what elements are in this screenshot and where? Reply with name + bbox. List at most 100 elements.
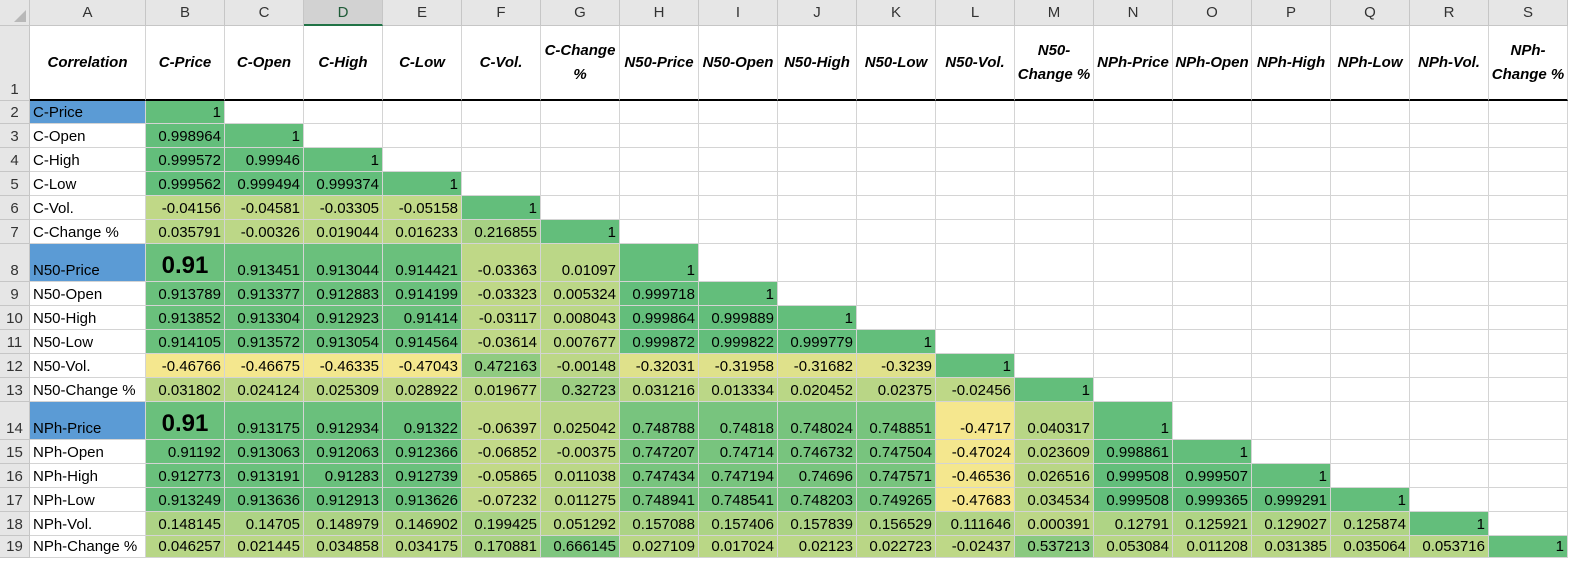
correlation-cell[interactable]: -0.32031 [620,354,699,378]
column-header-d[interactable]: D [304,0,383,26]
correlation-cell[interactable]: 1 [225,124,304,148]
empty-cell[interactable] [699,124,778,148]
row-header-8[interactable]: 8 [0,244,30,282]
correlation-cell[interactable]: 0.999822 [699,330,778,354]
empty-cell[interactable] [1410,306,1489,330]
correlation-cell[interactable]: 0.913572 [225,330,304,354]
correlation-cell[interactable]: 0.912063 [304,440,383,464]
correlation-cell[interactable]: 0.747571 [857,464,936,488]
correlation-cell[interactable]: 0.747207 [620,440,699,464]
correlation-cell[interactable]: 0.016233 [383,220,462,244]
empty-cell[interactable] [1489,196,1568,220]
empty-cell[interactable] [857,148,936,172]
correlation-cell[interactable]: 0.011275 [541,488,620,512]
empty-cell[interactable] [383,124,462,148]
correlation-cell[interactable]: 0.011208 [1173,536,1252,558]
correlation-cell[interactable]: -0.03323 [462,282,541,306]
correlation-cell[interactable]: -0.31958 [699,354,778,378]
empty-cell[interactable] [699,148,778,172]
empty-cell[interactable] [1173,196,1252,220]
empty-cell[interactable] [1094,196,1173,220]
correlation-cell[interactable]: 0.034858 [304,536,383,558]
header-cell[interactable]: C-High [304,26,383,101]
correlation-cell[interactable]: 0.912773 [146,464,225,488]
correlation-cell[interactable]: 0.998861 [1094,440,1173,464]
empty-cell[interactable] [541,124,620,148]
row-label-cell[interactable]: N50-Price [30,244,146,282]
correlation-cell[interactable]: 0.998964 [146,124,225,148]
correlation-cell[interactable]: 0.913175 [225,402,304,440]
correlation-cell[interactable]: -0.03614 [462,330,541,354]
correlation-cell[interactable]: 0.021445 [225,536,304,558]
column-header-o[interactable]: O [1173,0,1252,26]
empty-cell[interactable] [1173,124,1252,148]
empty-cell[interactable] [857,101,936,124]
empty-cell[interactable] [936,282,1015,306]
correlation-cell[interactable]: -0.02437 [936,536,1015,558]
row-label-cell[interactable]: NPh-High [30,464,146,488]
empty-cell[interactable] [699,220,778,244]
empty-cell[interactable] [1410,440,1489,464]
empty-cell[interactable] [1489,244,1568,282]
empty-cell[interactable] [1331,220,1410,244]
empty-cell[interactable] [699,196,778,220]
empty-cell[interactable] [699,172,778,196]
row-header-16[interactable]: 16 [0,464,30,488]
row-label-cell[interactable]: C-High [30,148,146,172]
correlation-cell[interactable]: 1 [1252,464,1331,488]
column-header-g[interactable]: G [541,0,620,26]
correlation-cell[interactable]: 0.157088 [620,512,699,536]
correlation-cell[interactable]: 0.12791 [1094,512,1173,536]
row-header-19[interactable]: 19 [0,536,30,558]
correlation-cell[interactable]: -0.3239 [857,354,936,378]
empty-cell[interactable] [1015,172,1094,196]
correlation-cell[interactable]: 0.913191 [225,464,304,488]
correlation-cell[interactable]: 0.023609 [1015,440,1094,464]
empty-cell[interactable] [541,196,620,220]
empty-cell[interactable] [1410,488,1489,512]
empty-cell[interactable] [1489,378,1568,402]
correlation-cell[interactable]: 0.913054 [304,330,383,354]
empty-cell[interactable] [857,306,936,330]
row-header-11[interactable]: 11 [0,330,30,354]
empty-cell[interactable] [1489,124,1568,148]
empty-cell[interactable] [304,101,383,124]
empty-cell[interactable] [1094,172,1173,196]
header-cell[interactable]: N50-Open [699,26,778,101]
column-header-p[interactable]: P [1252,0,1331,26]
empty-cell[interactable] [1410,124,1489,148]
correlation-cell[interactable]: 0.040317 [1015,402,1094,440]
correlation-cell[interactable]: 0.914421 [383,244,462,282]
correlation-cell[interactable]: 0.912913 [304,488,383,512]
correlation-cell[interactable]: 0.748024 [778,402,857,440]
correlation-cell[interactable]: -0.06852 [462,440,541,464]
correlation-cell[interactable]: -0.00326 [225,220,304,244]
empty-cell[interactable] [541,148,620,172]
column-header-s[interactable]: S [1489,0,1568,26]
correlation-cell[interactable]: 0.748203 [778,488,857,512]
empty-cell[interactable] [1331,306,1410,330]
correlation-cell[interactable]: 1 [857,330,936,354]
row-header-3[interactable]: 3 [0,124,30,148]
row-header-18[interactable]: 18 [0,512,30,536]
empty-cell[interactable] [1410,101,1489,124]
correlation-cell[interactable]: -0.03363 [462,244,541,282]
correlation-cell[interactable]: 0.999507 [1173,464,1252,488]
correlation-cell[interactable]: -0.47043 [383,354,462,378]
correlation-cell[interactable]: 0.035064 [1331,536,1410,558]
correlation-cell[interactable]: 0.91322 [383,402,462,440]
correlation-cell[interactable]: 0.91 [146,244,225,282]
correlation-cell[interactable]: -0.04581 [225,196,304,220]
correlation-cell[interactable]: 1 [1489,536,1568,558]
correlation-cell[interactable]: -0.03117 [462,306,541,330]
correlation-cell[interactable]: 0.999508 [1094,464,1173,488]
empty-cell[interactable] [1410,330,1489,354]
column-header-f[interactable]: F [462,0,541,26]
row-header-2[interactable]: 2 [0,101,30,124]
empty-cell[interactable] [462,172,541,196]
correlation-cell[interactable]: 0.913626 [383,488,462,512]
correlation-cell[interactable]: 0.025042 [541,402,620,440]
correlation-cell[interactable]: 0.999374 [304,172,383,196]
empty-cell[interactable] [1015,330,1094,354]
empty-cell[interactable] [1094,354,1173,378]
